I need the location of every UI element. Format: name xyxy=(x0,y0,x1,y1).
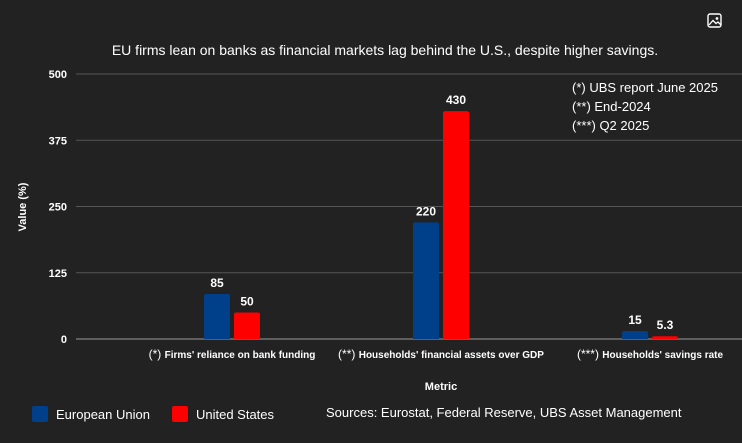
legend-item-us[interactable]: United States xyxy=(171,406,275,422)
legend-swatch-us xyxy=(171,406,188,422)
sources-note: Sources: Eurostat, Federal Reserve, UBS … xyxy=(326,405,682,420)
bar-eu[interactable] xyxy=(413,222,439,339)
bar-value-label: 220 xyxy=(416,204,436,218)
legend-label-us: United States xyxy=(195,406,275,422)
x-axis-ticks: (*) Firms' reliance on bank funding (**) … xyxy=(149,347,724,361)
bar-us[interactable] xyxy=(652,336,678,339)
bar-us[interactable] xyxy=(234,312,260,340)
bar-value-label: 50 xyxy=(240,295,254,309)
bar-value-label: 85 xyxy=(210,276,224,290)
bar-value-label: 15 xyxy=(628,313,642,327)
legend-item-eu[interactable]: European Union xyxy=(32,406,150,422)
y-tick-label: 500 xyxy=(49,69,67,81)
x-tick-label: (***) Households' savings rate xyxy=(577,347,724,361)
bar-eu[interactable] xyxy=(622,331,648,339)
footnote: (*) UBS report June 2025 xyxy=(572,80,718,95)
bar-us[interactable] xyxy=(443,111,469,339)
legend-label-eu: European Union xyxy=(56,406,150,422)
bar-value-labels: 85 50 220 430 15 5.3 xyxy=(210,93,673,332)
y-axis-label: Value (%) xyxy=(17,182,29,231)
y-tick-label: 250 xyxy=(49,202,67,214)
chart-title: EU firms lean on banks as financial mark… xyxy=(112,42,658,58)
x-tick-label: (**) Households' financial assets over G… xyxy=(338,347,544,361)
bar-value-label: 430 xyxy=(446,93,466,107)
bar-eu[interactable] xyxy=(204,293,230,339)
bar-value-label: 5.3 xyxy=(657,318,674,332)
x-axis-label: Metric xyxy=(425,381,457,393)
x-tick-label: (*) Firms' reliance on bank funding xyxy=(149,347,316,361)
footnotes: (*) UBS report June 2025 (**) End-2024 (… xyxy=(572,78,718,135)
bars xyxy=(204,111,678,339)
image-icon[interactable] xyxy=(706,12,724,30)
y-tick-label: 0 xyxy=(61,334,67,346)
y-tick-label: 125 xyxy=(49,268,67,280)
footnote: (**) End-2024 xyxy=(572,99,651,114)
footnote: (***) Q2 2025 xyxy=(572,118,650,133)
legend-swatch-eu xyxy=(32,406,48,422)
legend: European Union United States xyxy=(32,406,296,422)
y-tick-label: 375 xyxy=(49,135,67,147)
y-axis-ticks: 0 125 250 375 500 xyxy=(49,69,67,346)
